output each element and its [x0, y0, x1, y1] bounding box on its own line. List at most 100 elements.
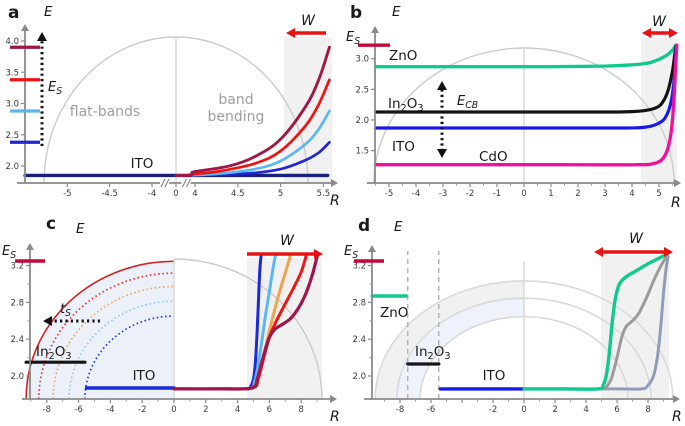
x-tick-label: -4 — [106, 405, 114, 415]
x-tick-label: 1 — [548, 189, 553, 199]
axis-break-mark — [185, 178, 192, 188]
w-arrow-head — [669, 28, 678, 38]
subscript: 2 — [401, 103, 407, 114]
y-tick-label: 2.0 — [355, 116, 369, 126]
y-axis-arrowhead — [368, 245, 376, 252]
y-tick-label: 2.5 — [5, 131, 19, 141]
zno-label: ZnO — [380, 305, 408, 321]
subscript: 3 — [417, 103, 423, 114]
shell-fill — [26, 261, 174, 399]
panel-b-plot: -5 -4 -3 -2 -1 0 1 2 3 4 51.52.02.53.0b EESZnOIn2O3… — [346, 3, 681, 211]
x-tick-label: -8 — [43, 405, 51, 415]
y-tick-label: 2.0 — [352, 372, 366, 382]
es-level-label: ES — [346, 30, 360, 47]
y-tick-label: 2.4 — [352, 335, 366, 345]
y-axis-title: E — [394, 219, 403, 235]
panel-d-plot: -8 -6 -2 0 2 4 6 8 2.0 2.4 2.8 3.2 d E ES ZnO In2O3 ITO W R — [344, 216, 682, 425]
x-tick-label: 5 — [278, 189, 283, 199]
x-axis-arrowhead — [673, 395, 680, 403]
x-tick-label: -4 — [148, 189, 156, 199]
nanocrystal-arc — [43, 36, 309, 184]
axis-break-mark — [181, 178, 188, 188]
axis-break-mask — [160, 178, 169, 188]
ts-arrow-label: tS — [60, 302, 71, 319]
x-tick-label: -4 — [412, 189, 420, 199]
flat-bands-label: flat-bands — [70, 104, 140, 120]
y-tick-label: 1.5 — [355, 147, 369, 157]
ito-label: ITO — [392, 139, 415, 155]
subscript: 2 — [428, 351, 434, 362]
axis-break-mark — [160, 178, 166, 188]
es-level-label: ES — [2, 244, 16, 261]
panel-d: -8 -6 -2 0 2 4 6 8 2.0 2.4 2.8 3.2 d E ES ZnO In2O3 ITO W R — [342, 213, 685, 426]
curve-CdO-band — [373, 43, 679, 167]
y-tick-label: 3.5 — [5, 68, 19, 78]
y-tick-label: 4.0 — [5, 37, 19, 47]
cdo-label: CdO — [479, 149, 508, 165]
x-tick-label: -6 — [74, 405, 82, 415]
shell-arc-R5.6 — [84, 315, 175, 400]
y-axis-arrowhead — [371, 26, 379, 33]
x-tick-label: 2 — [203, 405, 208, 415]
y-axis-title: E — [392, 4, 401, 20]
panel-a: -5 -4.5 -4 0 4 4.5 5 5.5 2.0 2.5 3.0 3.5 4.0 a E ES flat… — [0, 0, 342, 213]
curve-surface-Es-3.9 — [174, 45, 331, 177]
x-tick-label: 2 — [552, 405, 557, 415]
x-axis-arrowhead — [330, 395, 337, 403]
x-tick-label: 0 — [521, 189, 526, 199]
x-tick-label: -5 — [63, 189, 71, 199]
ito-label: ITO — [131, 156, 154, 172]
subscript: S — [65, 308, 71, 319]
x-tick-label: 4 — [583, 405, 588, 415]
ito-label: ITO — [133, 368, 156, 384]
es-increase-arrow-head — [37, 32, 47, 41]
y-axis-arrowhead — [26, 243, 34, 250]
x-tick-label: 6 — [267, 405, 272, 415]
zno-label: ZnO — [389, 48, 417, 64]
subscript: S — [352, 250, 358, 261]
y-tick-label: 3.0 — [355, 55, 369, 65]
x-tick-label: -4.5 — [101, 189, 118, 199]
subscript: S — [56, 86, 62, 97]
in2o3-label: In2O3 — [415, 344, 451, 362]
w-label: W — [301, 13, 316, 29]
y-tick-label: 2.0 — [5, 162, 19, 172]
w-arrow-head — [594, 247, 603, 257]
w-label: W — [652, 14, 667, 30]
w-arrow-head — [642, 28, 651, 38]
x-axis-title: R — [330, 193, 340, 209]
curve-ZnO-band — [373, 43, 678, 69]
panel-b: -5 -4 -3 -2 -1 0 1 2 3 4 5 1.5 2.0 2.5 3.0 b E ES ZnO In2O3… — [342, 0, 685, 213]
subscript: 2 — [49, 351, 55, 362]
y-tick-label: 2.8 — [10, 298, 24, 308]
x-tick-label: 8 — [298, 405, 303, 415]
panel-letter: b — [350, 3, 362, 23]
x-tick-label: -1 — [493, 189, 501, 199]
x-tick-label: 5 — [656, 189, 661, 199]
x-tick-label: 8 — [645, 405, 650, 415]
y-axis-title: E — [44, 4, 53, 20]
y-axis-arrowhead — [21, 24, 29, 31]
w-arrow-head — [314, 249, 323, 259]
subscript: S — [10, 250, 16, 261]
curve-bending-t5 — [172, 254, 319, 391]
x-tick-label: 2 — [575, 189, 580, 199]
axis-break-mask — [181, 178, 191, 188]
band-bending-label-2: bending — [208, 109, 265, 125]
subscript: CB — [465, 100, 478, 111]
x-axis-title: R — [330, 409, 340, 425]
y-tick-label: 3.0 — [5, 100, 19, 110]
shell-band-1 — [396, 298, 524, 399]
x-tick-label: -6 — [427, 405, 435, 415]
x-tick-label: -2 — [466, 189, 474, 199]
panel-letter: d — [358, 216, 370, 236]
x-tick-label: 4.5 — [231, 189, 245, 199]
x-tick-label: -2 — [138, 405, 146, 415]
x-axis-arrowhead — [674, 179, 681, 187]
ts-increase-arrow-head — [43, 316, 52, 326]
x-tick-label: 4 — [235, 405, 240, 415]
y-tick-label: 3.2 — [352, 262, 366, 272]
in2o3-label: In2O3 — [388, 96, 424, 114]
x-axis-title: R — [672, 409, 682, 425]
x-tick-label: -3 — [439, 189, 447, 199]
